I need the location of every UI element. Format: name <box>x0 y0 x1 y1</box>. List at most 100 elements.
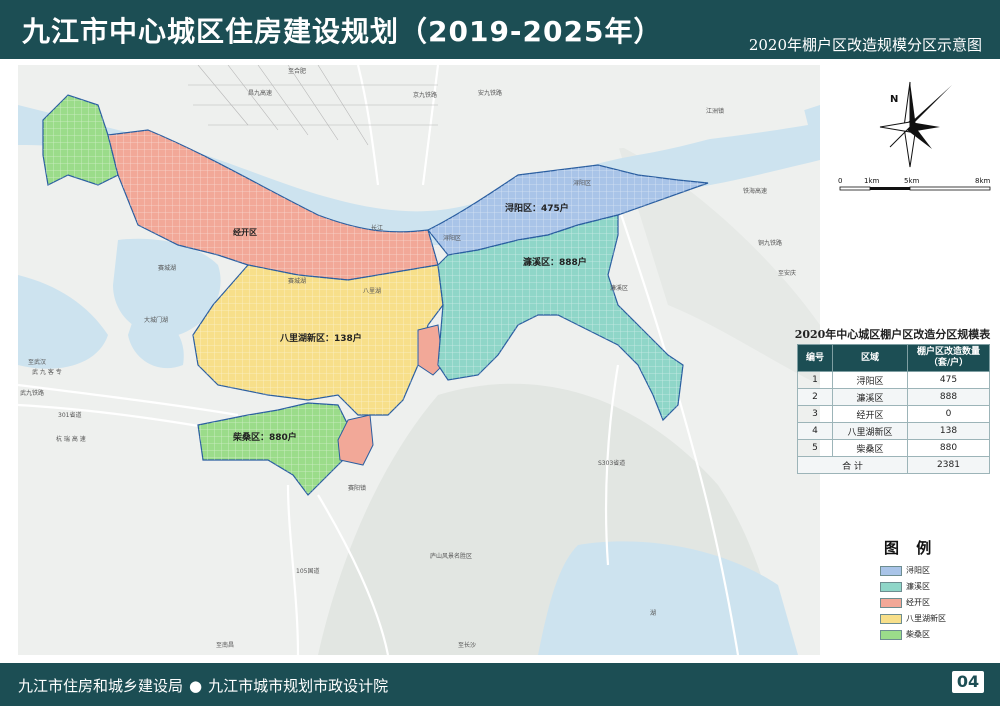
th-area: 区域 <box>832 344 908 372</box>
legend-swatch <box>880 597 902 608</box>
balihu-grid <box>193 265 443 415</box>
page-subtitle: 2020年棚户区改造规模分区示意图 <box>748 36 982 54</box>
footer-bar: 九江市住房和城乡建设局 ● 九江市城市规划市政设计院 04 <box>0 663 1000 706</box>
legend-swatch <box>880 581 902 592</box>
place-balihu-lake: 八里湖 <box>363 287 381 295</box>
place-road-changzhi: 至长沙 <box>458 641 476 649</box>
jingkai-east-patch[interactable] <box>417 324 444 376</box>
place-road-zhinanchang: 至南昌 <box>216 641 234 649</box>
chaisang-north-grid <box>43 95 118 185</box>
label-chaisang: 柴桑区：880户 <box>232 431 297 443</box>
cell-area: 八里湖新区 <box>832 422 908 440</box>
cell-number: 5 <box>797 439 833 457</box>
cell-total-label: 合 计 <box>797 456 908 474</box>
place-road-anjiu: 安九铁路 <box>478 89 502 97</box>
th-number: 编号 <box>797 344 833 372</box>
jingkai-grid <box>108 130 438 280</box>
bullet-icon: ● <box>189 677 203 695</box>
place-lianxi-small: 濂溪区 <box>610 284 628 292</box>
legend-title: 图 例 <box>884 539 938 557</box>
northern-street-grid <box>188 65 438 146</box>
north-label: N <box>890 94 898 105</box>
plan-table: 编号 区域 棚户区改造数量（套/户） 1 浔阳区 475 2 濂溪区 888 3… <box>797 344 990 474</box>
label-lianxi: 濂溪区：888户 <box>523 256 587 268</box>
place-changjiang: 长江 <box>371 224 383 232</box>
legend-item: 经开区 <box>880 595 946 610</box>
page-number: 04 <box>952 671 984 693</box>
place-road-301: 301省道 <box>58 411 81 419</box>
lianxi-grid <box>438 215 683 420</box>
jiangzhou-island <box>578 85 808 150</box>
footer-orgs: 九江市住房和城乡建设局 ● 九江市城市规划市政设计院 <box>18 675 388 696</box>
place-dachengmen: 大城门湖 <box>144 316 168 324</box>
place-road-zhiananqing: 至安庆 <box>778 269 796 277</box>
label-jingkai: 经开区 <box>233 227 257 237</box>
cell-number: 2 <box>797 388 833 406</box>
legend-label: 濂溪区 <box>906 582 930 591</box>
cell-area: 经开区 <box>832 405 908 423</box>
place-road-changjiu: 昌九高速 <box>248 89 272 97</box>
legend-label: 经开区 <box>906 598 930 607</box>
place-saiyang: 赛阳镇 <box>348 484 366 492</box>
cell-area: 濂溪区 <box>832 388 908 406</box>
legend: 浔阳区 濂溪区 经开区 八里湖新区 柴桑区 <box>880 563 946 643</box>
cell-count: 880 <box>907 439 990 457</box>
place-xunyang-small: 浔阳区 <box>443 234 461 242</box>
table-title: 2020年中心城区棚户区改造分区规模表 <box>794 328 991 341</box>
place-saicheng-lake2: 赛城湖 <box>158 264 176 272</box>
yangtze-river <box>18 105 820 246</box>
cell-number: 4 <box>797 422 833 440</box>
chaisang-grid <box>198 403 348 495</box>
scale-label-8: 8km <box>975 177 991 185</box>
map-canvas[interactable]: 经开区 浔阳区：475户 濂溪区：888户 八里湖新区：138户 柴桑区：880… <box>18 65 820 655</box>
scale-bar: 0 1km 5km 8km <box>838 177 991 191</box>
place-road-kuanghai: 铁海高速 <box>743 187 767 195</box>
place-road-hu: 湖 <box>650 609 656 617</box>
table-row: 4 八里湖新区 138 <box>797 422 990 440</box>
place-road-s303: S303省道 <box>598 459 625 467</box>
footer-org-1: 九江市住房和城乡建设局 <box>18 677 184 695</box>
cell-total-value: 2381 <box>907 456 990 474</box>
header-bar: 九江市中心城区住房建设规划（2019-2025年） 2020年棚户区改造规模分区… <box>0 0 1000 59</box>
west-lake <box>18 275 108 369</box>
scale-label-1: 1km <box>864 177 880 185</box>
place-road-105: 105国道 <box>296 567 319 575</box>
cell-count: 138 <box>907 422 990 440</box>
place-road-jingjiu: 京九铁路 <box>413 91 437 99</box>
footer-org-2: 九江市城市规划市政设计院 <box>208 677 389 695</box>
cell-number: 3 <box>797 405 833 423</box>
table-row: 1 浔阳区 475 <box>797 371 990 389</box>
place-road-zhiwuhan: 至武汉 <box>28 358 46 366</box>
compass-icon: N <box>879 81 952 168</box>
cell-count: 0 <box>907 405 990 423</box>
jingkai-south-patch[interactable] <box>337 414 374 466</box>
place-saicheng-lake: 赛城湖 <box>288 277 306 285</box>
dachengmen-lake <box>128 305 184 369</box>
legend-swatch <box>880 629 902 640</box>
cell-area: 浔阳区 <box>832 371 908 389</box>
legend-item: 八里湖新区 <box>880 611 946 626</box>
table-row: 3 经开区 0 <box>797 405 990 423</box>
legend-item: 浔阳区 <box>880 563 946 578</box>
legend-item: 柴桑区 <box>880 627 946 642</box>
legend-label: 浔阳区 <box>906 566 930 575</box>
place-road-tongjiu: 铜九铁路 <box>758 239 782 247</box>
scale-label-5: 5km <box>904 177 920 185</box>
th-count: 棚户区改造数量（套/户） <box>907 344 990 372</box>
place-road-zhihefei: 至合肥 <box>288 67 306 75</box>
legend-label: 柴桑区 <box>906 630 930 639</box>
table-total-row: 合 计 2381 <box>797 456 990 474</box>
place-lushan: 庐山风景名胜区 <box>430 552 472 560</box>
table-row: 2 濂溪区 888 <box>797 388 990 406</box>
label-balihu: 八里湖新区：138户 <box>279 332 362 344</box>
place-xunyang-small2: 浔阳区 <box>573 179 591 187</box>
xunyang-grid <box>428 165 708 255</box>
cell-number: 1 <box>797 371 833 389</box>
legend-swatch <box>880 565 902 576</box>
place-road-wujiu-rail: 武九铁路 <box>20 389 44 397</box>
page-title: 九江市中心城区住房建设规划（2019-2025年） <box>22 15 663 48</box>
scale-label-0: 0 <box>838 177 842 185</box>
cell-count: 888 <box>907 388 990 406</box>
hill-shade-ne <box>618 145 820 385</box>
table-row: 5 柴桑区 880 <box>797 439 990 457</box>
